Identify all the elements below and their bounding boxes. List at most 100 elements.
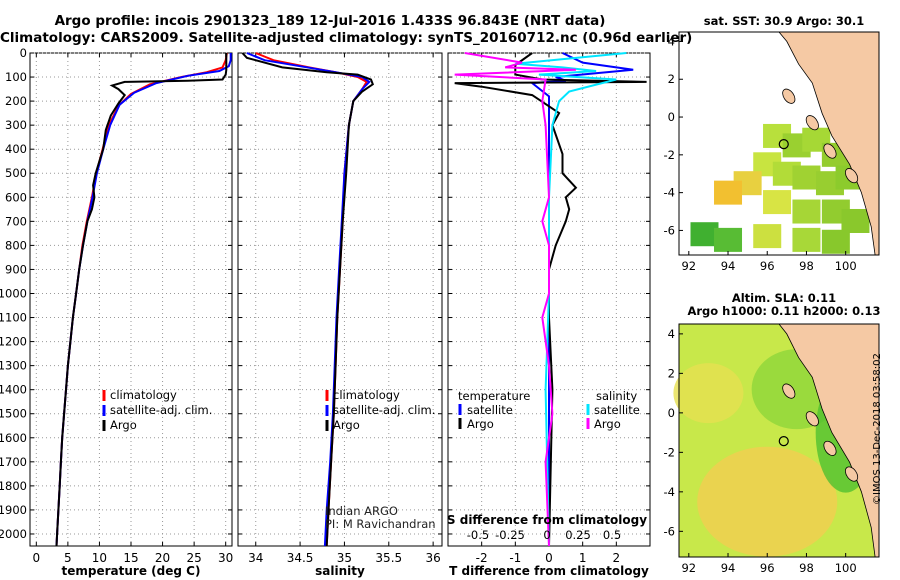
y-tick-label: 300 (5, 118, 27, 132)
argo-float-marker (778, 436, 789, 447)
island (805, 411, 819, 427)
x-tick-label: 15 (123, 551, 138, 565)
island (782, 383, 796, 399)
sst-cell (792, 165, 821, 190)
sst-cell (690, 222, 719, 247)
series-line-s-argo (454, 52, 576, 547)
sst-map-title: sat. SST: 30.9 Argo: 30.1 (703, 14, 865, 28)
x-tick-label: 0 (545, 551, 553, 565)
map-x-tick-label: 92 (681, 259, 696, 273)
sst-cell (821, 229, 850, 254)
map-x-tick-label: 98 (799, 259, 814, 273)
sst-cell (763, 190, 792, 215)
sst-cell (841, 208, 870, 233)
map-y-tick-label: -4 (664, 485, 675, 499)
figure-title-line2: Climatology: CARS2009. Satellite-adjuste… (0, 30, 693, 46)
x-tick-label: 2 (613, 551, 621, 565)
y-tick-label: 1100 (0, 311, 27, 325)
island (823, 440, 837, 456)
x-tick-label: 0 (32, 551, 40, 565)
x-top-tick-label: 0.25 (565, 528, 591, 542)
y-tick-label: 500 (5, 166, 27, 180)
pi-annotation: Indian ARGO (325, 504, 398, 518)
island (844, 466, 859, 482)
x-tick-label: 36 (425, 551, 440, 565)
series-line-argo (55, 53, 228, 547)
x-tick-label: 34 (248, 551, 263, 565)
y-tick-label: 700 (5, 214, 27, 228)
x-axis-label-salinity: salinity (315, 564, 365, 578)
x-axis-label-temperature: temperature (deg C) (62, 564, 201, 578)
y-tick-label: 1400 (0, 383, 27, 397)
map-x-tick-label: 98 (799, 561, 814, 575)
legend-label: climatology (110, 388, 177, 402)
y-tick-label: 400 (5, 142, 27, 156)
x-tick-label: 1 (579, 551, 587, 565)
y-tick-label: 900 (5, 262, 27, 276)
y-tick-label: 800 (5, 238, 27, 252)
y-tick-label: 1300 (0, 359, 27, 373)
island (805, 115, 819, 131)
map-y-tick-label: 0 (668, 110, 675, 124)
sst-cell (792, 199, 821, 224)
series-line-argo (241, 52, 375, 547)
legend-label: Argo (110, 418, 137, 432)
legend-label: satellite-adj. clim. (333, 403, 435, 417)
x-tick-label: 35 (337, 551, 352, 565)
y-tick-label: 1000 (0, 286, 27, 300)
y-tick-label: 0 (20, 46, 27, 60)
legend-label: satellite (467, 403, 513, 417)
sla-map-title-line2: Argo h1000: 0.11 h2000: 0.13 (687, 304, 881, 318)
legend-label: Argo (594, 417, 621, 431)
map-x-tick-label: 94 (721, 259, 736, 273)
series-line-t-argo (454, 52, 647, 547)
map-y-tick-label: 2 (668, 72, 675, 86)
map-y-tick-label: -2 (664, 148, 675, 162)
x-top-tick-label: -0.25 (495, 528, 525, 542)
x-tick-label: 25 (186, 551, 201, 565)
map-x-tick-label: 92 (681, 561, 696, 575)
x-top-tick-label: 0.5 (603, 528, 621, 542)
x-axis-label-top: S difference from climatology (447, 513, 647, 527)
island (782, 88, 796, 104)
map-y-tick-label: 0 (668, 406, 675, 420)
map-y-tick-label: 4 (668, 34, 675, 48)
legend-label: climatology (333, 388, 400, 402)
y-tick-label: 1600 (0, 431, 27, 445)
argo-float-marker (778, 139, 789, 150)
map-y-tick-label: 2 (668, 366, 675, 380)
map-frame (678, 31, 880, 256)
y-tick-label: 1700 (0, 455, 27, 469)
sst-cell (714, 227, 743, 252)
sst-cell (753, 224, 782, 249)
y-tick-label: 600 (5, 190, 27, 204)
map-x-tick-label: 96 (760, 259, 775, 273)
y-tick-label: 1800 (0, 479, 27, 493)
legend-title-salinity: salinity (596, 389, 637, 403)
plot-frame-temperature (29, 52, 233, 547)
map-y-tick-label: -6 (664, 223, 675, 237)
map-x-tick-label: 96 (760, 561, 775, 575)
x-tick-label: 20 (155, 551, 170, 565)
x-tick-label: -2 (476, 551, 488, 565)
legend-label: satellite (594, 403, 640, 417)
x-tick-label: 30 (218, 551, 233, 565)
y-tick-label: 200 (5, 94, 27, 108)
pi-annotation: PI: M Ravichandran (325, 517, 436, 531)
x-top-tick-label: 0 (543, 528, 550, 542)
y-tick-label: 2000 (0, 527, 27, 541)
map-y-tick-label: -4 (664, 186, 675, 200)
y-tick-label: 100 (5, 70, 27, 84)
sla-map-title-line1: Altim. SLA: 0.11 (731, 291, 837, 305)
sst-cell (792, 227, 821, 252)
map-x-tick-label: 100 (835, 561, 857, 575)
x-tick-label: 5 (64, 551, 72, 565)
map-y-tick-label: 4 (668, 327, 675, 341)
legend-title-temperature: temperature (458, 389, 530, 403)
map-x-tick-label: 94 (721, 561, 736, 575)
y-tick-label: 1900 (0, 503, 27, 517)
sst-cell (714, 180, 743, 205)
x-tick-label: 35.5 (375, 551, 402, 565)
x-top-tick-label: -0.5 (467, 528, 489, 542)
